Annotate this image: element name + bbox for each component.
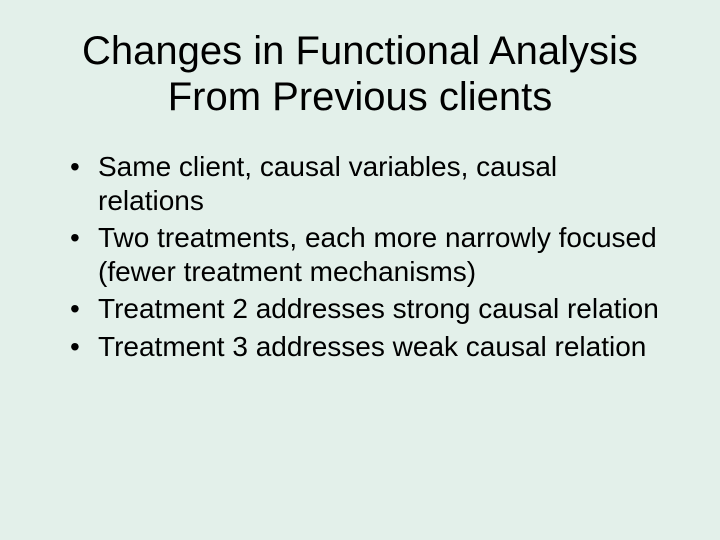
slide: Changes in Functional Analysis From Prev… — [0, 0, 720, 540]
slide-title: Changes in Functional Analysis From Prev… — [50, 28, 670, 120]
list-item: Two treatments, each more narrowly focus… — [70, 221, 670, 288]
list-item: Same client, causal variables, causal re… — [70, 150, 670, 217]
list-item: Treatment 3 addresses weak causal relati… — [70, 330, 670, 364]
list-item: Treatment 2 addresses strong causal rela… — [70, 292, 670, 326]
bullet-list: Same client, causal variables, causal re… — [50, 150, 670, 364]
